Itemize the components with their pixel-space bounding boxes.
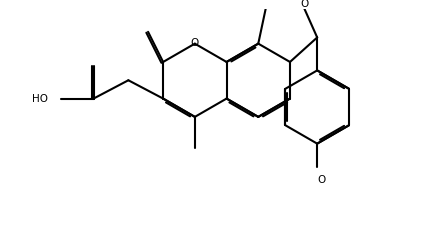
Text: O: O [191,38,199,48]
Text: HO: HO [32,93,48,104]
Text: O: O [300,0,309,9]
Text: O: O [317,175,325,185]
